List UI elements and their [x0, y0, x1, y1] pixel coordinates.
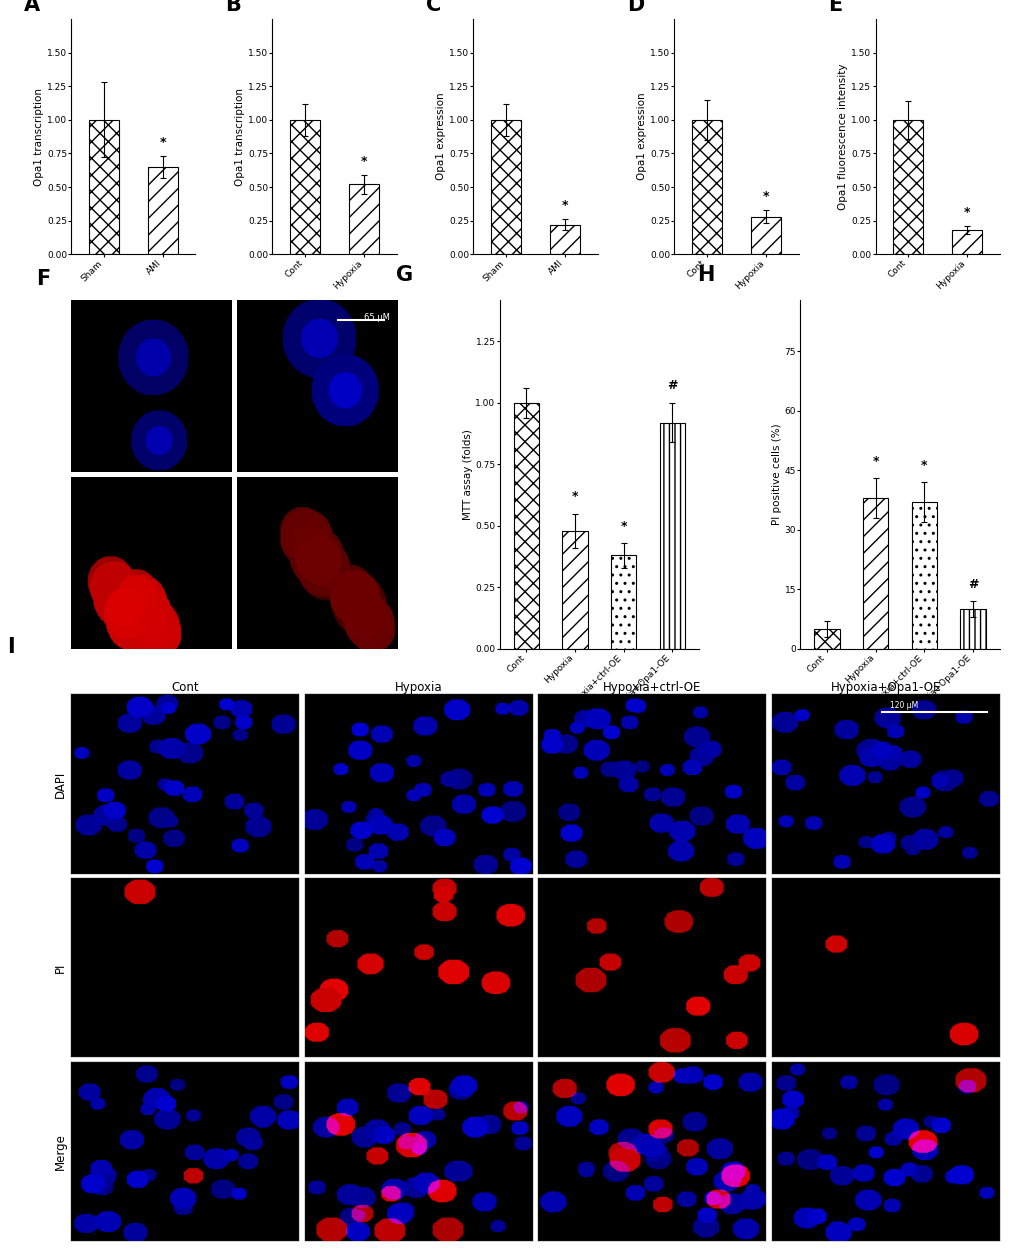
Text: *: *	[871, 455, 878, 467]
Text: C: C	[426, 0, 441, 15]
Title: Cont: Cont	[171, 682, 199, 694]
Text: *: *	[920, 459, 926, 471]
Title: Hypooxia: Hypooxia	[290, 286, 344, 299]
Bar	[348, 184, 379, 255]
Text: E: E	[827, 0, 842, 15]
Bar	[89, 120, 119, 255]
Title: Hypoxia+ctrl-OE: Hypoxia+ctrl-OE	[602, 682, 701, 694]
Bar	[659, 422, 684, 649]
Text: B: B	[225, 0, 240, 15]
Title: Cont: Cont	[138, 286, 165, 299]
Y-axis label: DAPI: DAPI	[54, 372, 67, 399]
Bar	[892, 120, 922, 255]
Bar	[549, 224, 580, 255]
Text: A: A	[24, 0, 41, 15]
Bar	[561, 530, 587, 649]
Bar	[691, 120, 721, 255]
Text: *: *	[361, 155, 367, 168]
Bar	[959, 610, 984, 649]
Bar	[289, 120, 320, 255]
Text: I: I	[7, 636, 15, 656]
Y-axis label: Opa1 expression: Opa1 expression	[637, 93, 647, 180]
Bar	[514, 403, 538, 649]
Bar	[610, 556, 636, 649]
Bar	[148, 166, 178, 255]
Text: 120 μM: 120 μM	[890, 702, 918, 711]
Text: D: D	[627, 0, 644, 15]
Y-axis label: DAPI: DAPI	[54, 770, 67, 798]
Text: *: *	[571, 490, 578, 503]
Text: *: *	[620, 519, 627, 533]
Bar	[814, 629, 839, 649]
Y-axis label: PI positive cells (%): PI positive cells (%)	[771, 423, 782, 525]
Text: *: *	[160, 136, 166, 149]
Text: *: *	[561, 199, 568, 212]
Bar	[862, 498, 888, 649]
Y-axis label: PI: PI	[54, 963, 67, 973]
Text: #: #	[666, 379, 677, 392]
Y-axis label: Merge: Merge	[54, 1133, 67, 1169]
Bar	[911, 501, 936, 649]
Bar	[951, 231, 981, 255]
Y-axis label: Opa1: Opa1	[54, 547, 67, 578]
Title: Hypoxia: Hypoxia	[394, 682, 442, 694]
Y-axis label: Opa1 expression: Opa1 expression	[436, 93, 446, 180]
Bar	[750, 217, 781, 255]
Text: #: #	[967, 578, 977, 591]
Y-axis label: MTT assay (folds): MTT assay (folds)	[463, 428, 472, 519]
Y-axis label: Opa1 fluorescence intensity: Opa1 fluorescence intensity	[838, 63, 848, 210]
Text: G: G	[395, 265, 413, 285]
Y-axis label: Opa1 transcription: Opa1 transcription	[35, 88, 44, 185]
Text: F: F	[36, 268, 50, 289]
Text: 65 μM: 65 μM	[364, 314, 389, 323]
Bar	[490, 120, 521, 255]
Text: H: H	[696, 265, 713, 285]
Title: Hypoxia+Opa1-OE: Hypoxia+Opa1-OE	[829, 682, 940, 694]
Text: *: *	[762, 190, 768, 203]
Text: *: *	[963, 207, 969, 219]
Y-axis label: Opa1 transcription: Opa1 transcription	[235, 88, 246, 185]
